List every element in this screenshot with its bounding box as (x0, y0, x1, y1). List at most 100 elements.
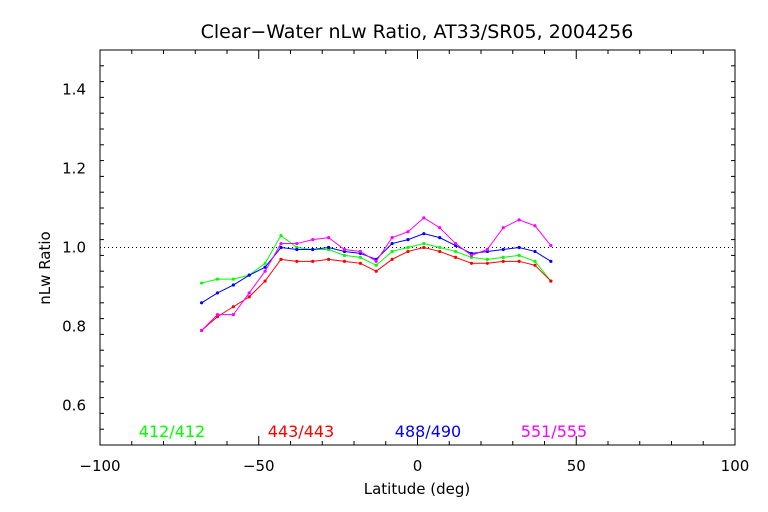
data-point-412-412 (422, 241, 426, 246)
data-point-412-412 (517, 253, 521, 257)
data-point-443-443 (342, 259, 347, 263)
data-point-443-443 (311, 259, 315, 263)
data-point-488-490 (517, 245, 521, 250)
data-point-488-490 (263, 265, 267, 269)
data-point-488-490 (406, 238, 410, 242)
data-point-551-555 (501, 226, 505, 230)
y-tick-label: 0.8 (62, 318, 86, 336)
x-tick-label: 100 (721, 457, 750, 475)
chart-title: Clear−Water nLw Ratio, AT33/SR05, 200425… (201, 21, 634, 43)
data-point-412-412 (215, 277, 220, 281)
data-point-551-555 (390, 236, 394, 240)
data-point-488-490 (390, 241, 394, 246)
data-point-551-555 (358, 249, 362, 254)
data-point-443-443 (247, 295, 251, 299)
y-tick-label: 0.6 (62, 397, 86, 415)
data-point-488-490 (501, 247, 505, 252)
data-point-551-555 (406, 230, 410, 234)
data-point-551-555 (342, 247, 347, 252)
data-point-412-412 (358, 255, 362, 259)
data-point-412-412 (485, 257, 489, 261)
data-point-551-555 (311, 238, 315, 242)
x-tick-label: −50 (243, 457, 275, 475)
data-point-488-490 (295, 247, 299, 252)
data-point-443-443 (263, 279, 267, 283)
y-tick-label: 1.0 (62, 239, 86, 257)
data-point-551-555 (263, 269, 267, 273)
legend-entry-412-412: 412/412 (139, 422, 205, 441)
data-point-488-490 (279, 245, 283, 250)
data-point-551-555 (247, 291, 251, 295)
data-point-488-490 (200, 301, 204, 305)
legend-entry-443-443: 443/443 (268, 422, 334, 441)
data-point-443-443 (406, 249, 410, 254)
data-point-443-443 (517, 259, 521, 263)
data-point-443-443 (295, 259, 299, 263)
data-point-412-412 (263, 261, 267, 265)
legend-entry-551-555: 551/555 (521, 422, 587, 441)
data-point-412-412 (231, 277, 235, 281)
data-point-488-490 (231, 283, 235, 287)
data-point-443-443 (501, 259, 505, 263)
data-point-412-412 (406, 245, 410, 250)
data-point-551-555 (485, 247, 489, 252)
x-tick-label: 0 (413, 457, 423, 475)
data-point-551-555 (295, 241, 299, 246)
plot-frame (99, 49, 736, 446)
data-point-443-443 (231, 305, 235, 309)
data-point-412-412 (454, 249, 458, 254)
data-point-443-443 (469, 261, 474, 265)
data-point-412-412 (438, 245, 442, 250)
legend: 412/412 443/443 488/490 551/555 (139, 422, 587, 441)
data-point-488-490 (422, 232, 426, 236)
data-point-412-412 (200, 281, 204, 285)
data-point-551-555 (327, 236, 331, 240)
data-point-551-555 (200, 328, 204, 333)
y-axis-label: nLw Ratio (36, 231, 54, 304)
data-point-551-555 (279, 241, 283, 246)
data-point-551-555 (422, 216, 426, 220)
data-point-443-443 (533, 263, 537, 267)
data-point-443-443 (390, 257, 394, 261)
data-point-551-555 (549, 243, 553, 248)
legend-entry-488-490: 488/490 (395, 422, 461, 441)
data-point-488-490 (438, 236, 442, 240)
data-point-551-555 (438, 226, 442, 230)
axis-ticks (99, 49, 736, 446)
data-point-551-555 (215, 313, 220, 317)
data-point-443-443 (327, 257, 331, 261)
data-point-551-555 (469, 253, 474, 257)
data-point-412-412 (374, 263, 378, 267)
y-tick-label: 1.4 (62, 81, 86, 99)
data-point-412-412 (342, 253, 347, 257)
y-tick-label: 1.2 (62, 160, 86, 178)
series-line-551-555 (201, 217, 552, 331)
data-point-412-412 (533, 259, 537, 263)
data-point-443-443 (549, 279, 553, 283)
data-point-488-490 (247, 273, 251, 277)
data-point-412-412 (390, 249, 394, 254)
y-tick-labels: 0.6 0.8 1.0 1.2 1.4 (62, 81, 86, 415)
data-point-443-443 (454, 255, 458, 259)
data-point-443-443 (358, 261, 362, 265)
x-tick-labels: −100 −50 0 50 100 (79, 457, 749, 475)
data-point-488-490 (549, 259, 553, 263)
x-axis-label: Latitude (deg) (364, 480, 470, 498)
data-point-488-490 (533, 249, 537, 254)
data-point-443-443 (279, 257, 283, 261)
x-tick-label: −100 (79, 457, 120, 475)
data-point-443-443 (422, 245, 426, 250)
data-point-551-555 (454, 241, 458, 246)
data-point-551-555 (517, 218, 521, 222)
data-point-443-443 (485, 261, 489, 265)
x-tick-label: 50 (567, 457, 586, 475)
data-point-488-490 (327, 245, 331, 250)
data-point-443-443 (438, 249, 442, 254)
data-point-488-490 (311, 247, 315, 252)
data-point-551-555 (533, 224, 537, 228)
series-layer (200, 216, 553, 333)
data-point-488-490 (215, 291, 220, 295)
data-point-443-443 (374, 269, 378, 273)
data-point-551-555 (231, 313, 235, 317)
